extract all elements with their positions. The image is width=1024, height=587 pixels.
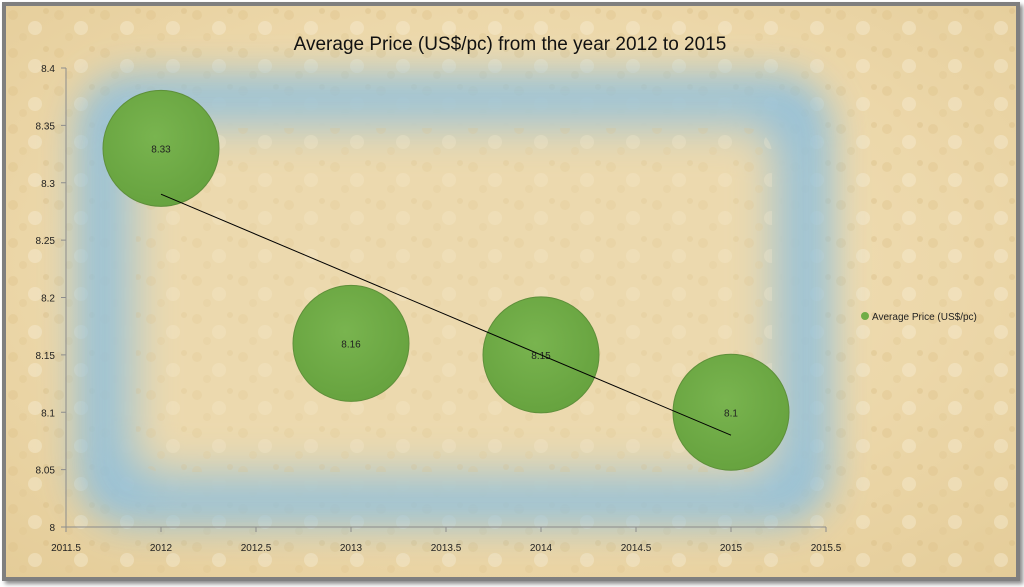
bubble-8.16	[292, 284, 410, 402]
bubble-data-label: 8.33	[151, 144, 171, 155]
x-tick-label: 2013.5	[431, 543, 462, 554]
y-tick-label: 8.4	[41, 64, 55, 75]
bubble-8.1	[672, 353, 790, 471]
y-tick-label: 8.05	[36, 466, 56, 477]
x-tick-label: 2012	[150, 543, 173, 554]
trendline-group	[160, 193, 732, 436]
y-tick-label: 8.25	[36, 236, 56, 247]
x-tick-label: 2015.5	[811, 543, 842, 554]
bubble-8.33	[102, 89, 220, 207]
y-tick-label: 8.3	[41, 179, 55, 190]
y-tick-label: 8	[49, 523, 55, 534]
x-tick-label: 2015	[720, 543, 743, 554]
y-tick-label: 8.15	[36, 351, 56, 362]
y-axis-ticks: 8 8.05 8.1 8.15 8.2 8.25 8.3 8.35 8.4	[36, 64, 66, 534]
bubble-data-label: 8.16	[341, 339, 361, 350]
x-tick-label: 2013	[340, 543, 363, 554]
y-tick-label: 8.1	[41, 408, 55, 419]
x-tick-label: 2012.5	[241, 543, 272, 554]
legend: Average Price (US$/pc)	[861, 312, 977, 323]
x-tick-label: 2014.5	[621, 543, 652, 554]
legend-marker-average-price	[861, 312, 869, 320]
bubble-data-label: 8.1	[724, 408, 738, 419]
x-tick-label: 2014	[530, 543, 553, 554]
legend-label-average-price: Average Price (US$/pc)	[872, 312, 977, 323]
y-tick-label: 8.35	[36, 121, 56, 132]
trendline	[160, 193, 732, 436]
chart-title: Average Price (US$/pc) from the year 201…	[294, 34, 727, 55]
x-tick-label: 2011.5	[51, 543, 81, 554]
x-axis-ticks: 2011.5 2012 2012.5 2013 2013.5 2014 2014.5 2015…	[51, 527, 842, 554]
y-tick-label: 8.2	[41, 294, 55, 305]
plot-area-inner-texture	[136, 128, 772, 472]
plot-area	[76, 74, 832, 526]
bubble-chart: Average Price (US$/pc) from the year 201…	[6, 6, 1016, 577]
bubble-data-label: 8.15	[531, 351, 551, 362]
series-bubbles: 8.33 8.16 8.15 8.1	[102, 89, 790, 471]
